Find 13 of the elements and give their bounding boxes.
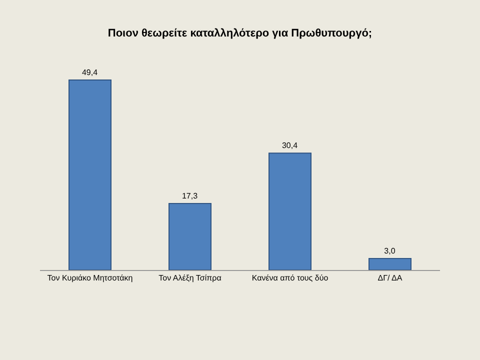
data-label: 49,4 xyxy=(82,68,98,77)
bar xyxy=(68,80,112,270)
x-tick-label: ΔΓ/ ΔΑ xyxy=(378,274,403,283)
bar xyxy=(168,202,212,270)
bar xyxy=(368,258,412,270)
data-label: 17,3 xyxy=(182,191,198,200)
x-tick-label: Τον Κυριάκο Μητσοτάκη xyxy=(47,274,133,283)
data-label: 3,0 xyxy=(384,246,396,256)
chart-title: Ποιον θεωρείτε καταλληλότερο για Πρωθυπουργό; xyxy=(108,28,372,40)
data-label: 30,4 xyxy=(282,141,298,150)
x-tick-label: Τον Αλέξη Τσίπρα xyxy=(158,274,222,283)
bar xyxy=(268,152,312,270)
x-tick-label: Κανένα από τους δύο xyxy=(252,274,329,283)
